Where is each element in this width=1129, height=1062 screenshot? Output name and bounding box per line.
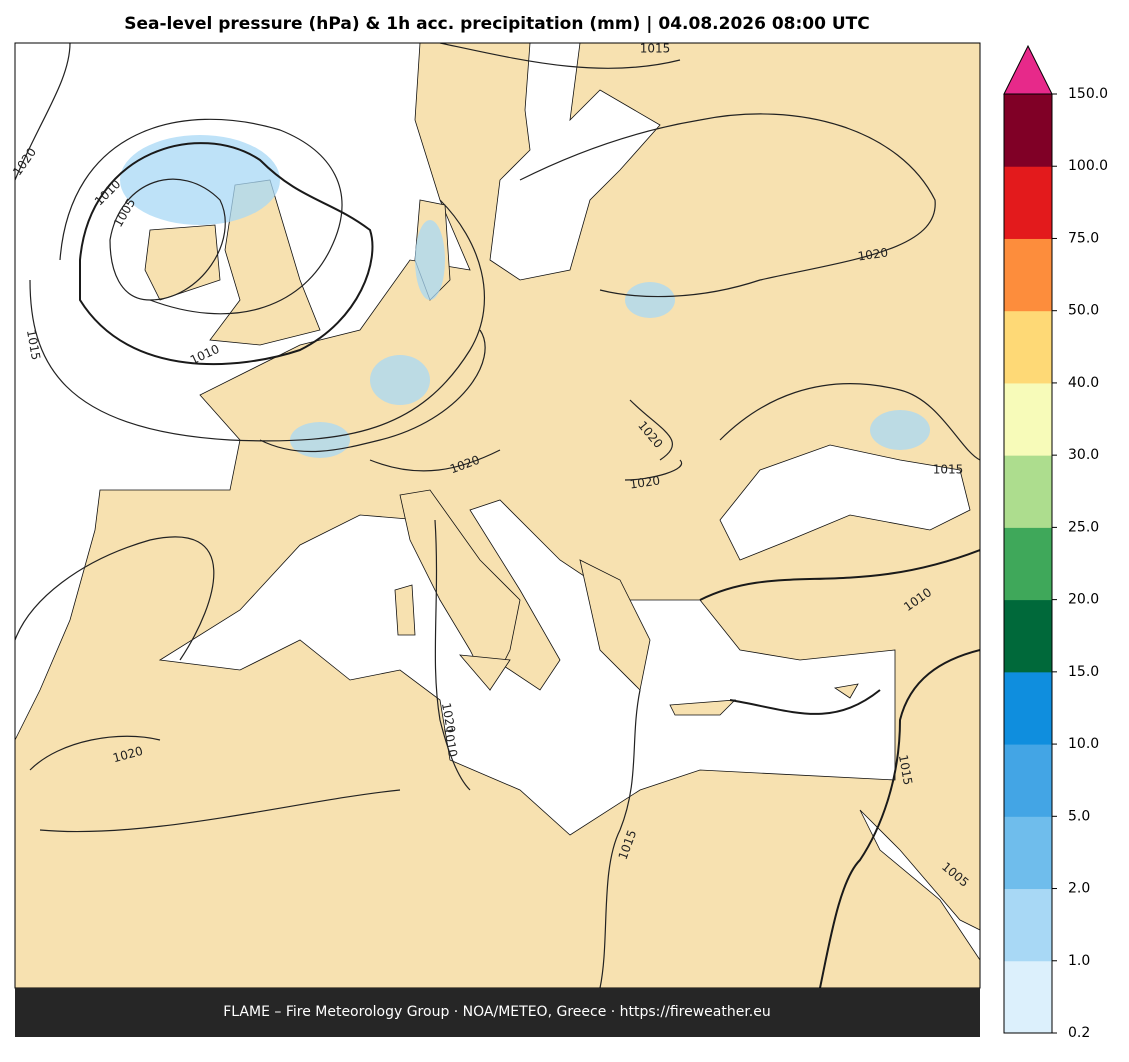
isobar-label: 1015 xyxy=(640,42,671,56)
colorbar-tick-label: 30.0 xyxy=(1068,447,1099,463)
colorbar-tick-label: 15.0 xyxy=(1068,664,1099,680)
colorbar-tick-label: 50.0 xyxy=(1068,303,1099,319)
colorbar-tick-label: 40.0 xyxy=(1068,375,1099,391)
colorbar-band xyxy=(1004,94,1052,167)
isobar-label: 1020 xyxy=(629,473,661,491)
colorbar-band xyxy=(1004,599,1052,673)
isobar-label: 1015 xyxy=(933,463,964,477)
colorbar-band xyxy=(1004,166,1052,239)
colorbar-tick-label: 25.0 xyxy=(1068,519,1099,535)
colorbar-band xyxy=(1004,816,1052,890)
colorbar-tick-label: 150.0 xyxy=(1068,86,1108,102)
isobar-label: 1015 xyxy=(896,754,915,787)
colorbar-band xyxy=(1004,310,1052,384)
colorbar-tick-label: 0.2 xyxy=(1068,1025,1090,1041)
isobar-label: 1020 xyxy=(439,702,458,735)
colorbar-band xyxy=(1004,888,1052,962)
colorbar-tick-label: 10.0 xyxy=(1068,736,1099,752)
colorbar-band xyxy=(1004,960,1052,1034)
colorbar-band xyxy=(1004,744,1052,817)
colorbar-tick-label: 100.0 xyxy=(1068,158,1108,174)
colorbar-tick-label: 20.0 xyxy=(1068,592,1099,608)
footer-bar xyxy=(15,988,980,1037)
colorbar-tick-label: 1.0 xyxy=(1068,953,1090,969)
isobar-label: 1020 xyxy=(857,245,889,263)
title: Sea-level pressure (hPa) & 1h acc. preci… xyxy=(124,14,870,34)
colorbar: 0.2 1.0 2.0 5.0 10.0 15.0 20.0 25.0 30.0 40.0 50.0… xyxy=(1003,44,1108,1041)
colorbar-tick-label: 5.0 xyxy=(1068,808,1090,824)
colorbar-band xyxy=(1004,671,1052,745)
footer: FLAME – Fire Meteorology Group · NOA/MET… xyxy=(223,1004,771,1020)
colorbar-band xyxy=(1004,382,1052,456)
colorbar-tick-label: 2.0 xyxy=(1068,881,1090,897)
colorbar-band xyxy=(1004,238,1052,312)
map: 1015 1020 1010 1005 1020 1015 1010 1020 … xyxy=(10,42,981,989)
isobar-label: 1015 xyxy=(24,329,43,362)
colorbar-tick-label: 75.0 xyxy=(1068,230,1099,246)
colorbar-band xyxy=(1004,455,1052,528)
isobar-label: 1010 xyxy=(441,726,460,759)
colorbar-frame xyxy=(1003,93,1053,1034)
colorbar-extend xyxy=(1003,44,1053,95)
colorbar-band xyxy=(1004,527,1052,601)
